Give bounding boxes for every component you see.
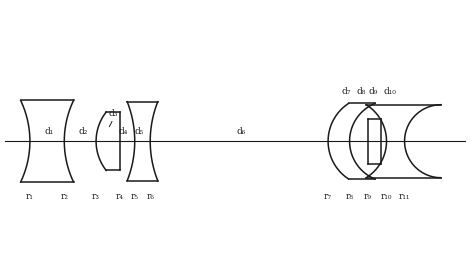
Text: d₈: d₈ — [356, 87, 365, 96]
Text: r₄: r₄ — [116, 192, 124, 201]
Text: r₂: r₂ — [60, 192, 68, 201]
Text: d₁: d₁ — [44, 127, 54, 136]
Text: r₆: r₆ — [146, 192, 154, 201]
Text: d₄: d₄ — [118, 127, 128, 136]
Text: d₇: d₇ — [342, 87, 351, 96]
Text: d₂: d₂ — [79, 127, 88, 136]
Text: d₅: d₅ — [134, 127, 144, 136]
Text: r₁₁: r₁₁ — [399, 192, 410, 201]
Text: d₁₀: d₁₀ — [383, 87, 396, 96]
Text: r₃: r₃ — [92, 192, 100, 201]
Text: r₁: r₁ — [26, 192, 34, 201]
Text: d₃: d₃ — [109, 108, 118, 118]
Text: r₉: r₉ — [364, 192, 372, 201]
Text: r₇: r₇ — [324, 192, 332, 201]
Text: d₉: d₉ — [369, 87, 378, 96]
Text: r₁₀: r₁₀ — [381, 192, 392, 201]
Text: r₅: r₅ — [131, 192, 139, 201]
Text: d₆: d₆ — [237, 127, 246, 136]
Text: r₈: r₈ — [346, 192, 354, 201]
